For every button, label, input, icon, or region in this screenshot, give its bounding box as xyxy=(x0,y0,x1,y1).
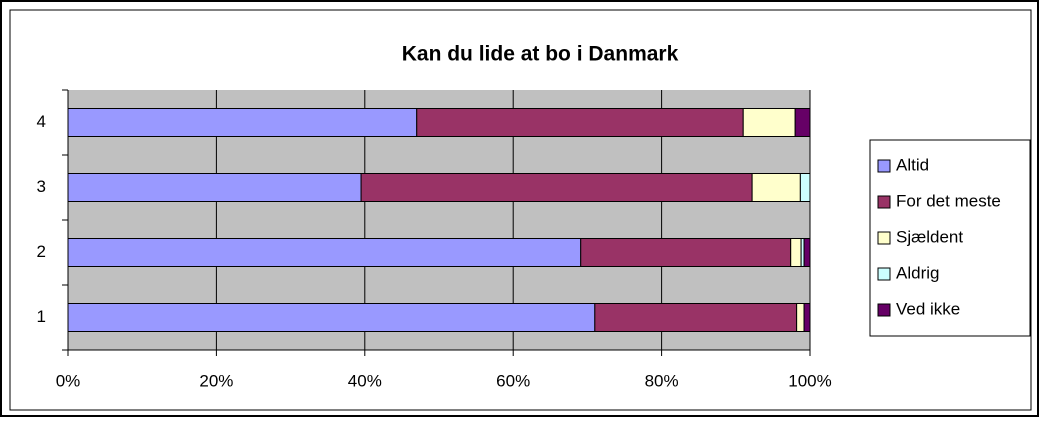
y-tick-label: 1 xyxy=(37,307,46,326)
legend-label: Ved ikke xyxy=(896,299,960,318)
y-tick-label: 3 xyxy=(37,177,46,196)
legend-label: Sjældent xyxy=(896,227,963,246)
legend xyxy=(869,139,1031,337)
legend-swatch xyxy=(877,159,891,173)
x-tick-label: 100% xyxy=(788,371,831,390)
legend-label: For det meste xyxy=(896,191,1001,210)
chart-title: Kan du lide at bo i Danmark xyxy=(402,43,679,66)
y-tick-label: 4 xyxy=(37,112,46,131)
legend-swatch xyxy=(877,303,891,317)
x-tick-label: 40% xyxy=(348,371,382,390)
bar-segment xyxy=(790,238,802,267)
bar-segment xyxy=(794,108,811,137)
bar-segment xyxy=(67,108,418,137)
bar-segment xyxy=(360,173,753,202)
bar-segment xyxy=(67,238,582,267)
bar-segment xyxy=(803,303,811,332)
bar-segment xyxy=(803,238,811,267)
legend-label: Aldrig xyxy=(896,263,939,282)
bar-segment xyxy=(796,303,805,332)
bar-segment xyxy=(416,108,744,137)
bar-segment xyxy=(751,173,801,202)
bar-segment xyxy=(580,238,792,267)
bar-segment xyxy=(67,303,596,332)
legend-label: Altid xyxy=(896,155,929,174)
bar-segment xyxy=(594,303,798,332)
bar-segment xyxy=(742,108,796,137)
x-tick-label: 20% xyxy=(199,371,233,390)
x-tick-label: 80% xyxy=(645,371,679,390)
x-tick-label: 60% xyxy=(496,371,530,390)
y-tick-label: 2 xyxy=(37,242,46,261)
bar-segment xyxy=(799,173,811,202)
x-tick-label: 0% xyxy=(56,371,81,390)
legend-swatch xyxy=(877,195,891,209)
legend-swatch xyxy=(877,267,891,281)
legend-swatch xyxy=(877,231,891,245)
bar-segment xyxy=(67,173,362,202)
